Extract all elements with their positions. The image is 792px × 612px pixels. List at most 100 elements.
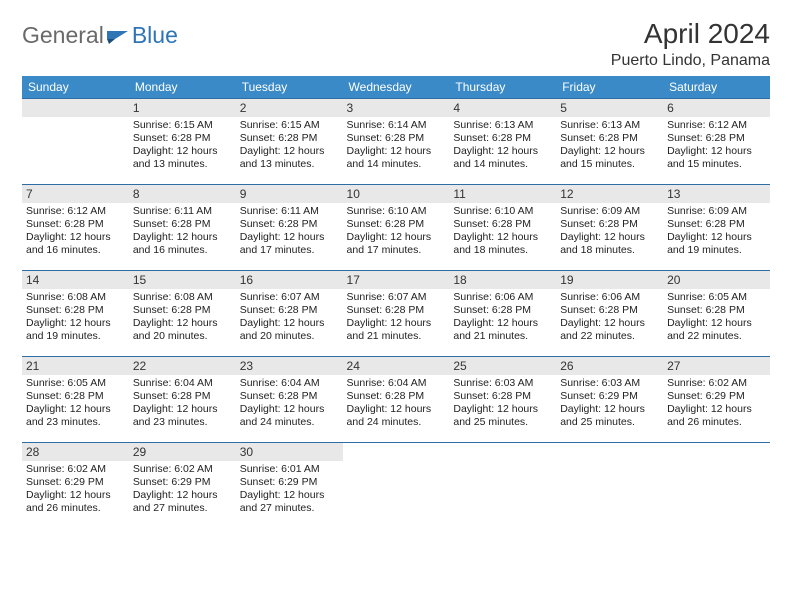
day-info: Sunrise: 6:03 AMSunset: 6:29 PMDaylight:… — [556, 375, 663, 434]
day-sunrise: Sunrise: 6:02 AM — [133, 463, 232, 476]
day-cell: 15Sunrise: 6:08 AMSunset: 6:28 PMDayligh… — [129, 271, 236, 357]
header: General Blue April 2024 Puerto Lindo, Pa… — [22, 18, 770, 70]
day-number: 20 — [663, 271, 770, 289]
day-info: Sunrise: 6:13 AMSunset: 6:28 PMDaylight:… — [556, 117, 663, 176]
day-cell: 17Sunrise: 6:07 AMSunset: 6:28 PMDayligh… — [343, 271, 450, 357]
day-cell: 1Sunrise: 6:15 AMSunset: 6:28 PMDaylight… — [129, 99, 236, 185]
day-daylight1: Daylight: 12 hours — [453, 403, 552, 416]
day-cell: 14Sunrise: 6:08 AMSunset: 6:28 PMDayligh… — [22, 271, 129, 357]
day-sunrise: Sunrise: 6:02 AM — [667, 377, 766, 390]
day-sunset: Sunset: 6:28 PM — [133, 132, 232, 145]
day-daylight1: Daylight: 12 hours — [26, 231, 125, 244]
day-sunrise: Sunrise: 6:04 AM — [133, 377, 232, 390]
title-block: April 2024 Puerto Lindo, Panama — [611, 18, 770, 70]
day-sunrise: Sunrise: 6:15 AM — [133, 119, 232, 132]
day-number: 25 — [449, 357, 556, 375]
day-daylight1: Daylight: 12 hours — [560, 231, 659, 244]
day-number: 22 — [129, 357, 236, 375]
day-daylight2: and 14 minutes. — [347, 158, 446, 171]
day-number: 23 — [236, 357, 343, 375]
day-daylight1: Daylight: 12 hours — [240, 317, 339, 330]
day-info: Sunrise: 6:07 AMSunset: 6:28 PMDaylight:… — [236, 289, 343, 348]
day-sunset: Sunset: 6:28 PM — [560, 132, 659, 145]
day-daylight2: and 25 minutes. — [453, 416, 552, 429]
day-number: 4 — [449, 99, 556, 117]
day-sunset: Sunset: 6:28 PM — [26, 304, 125, 317]
logo-flag-icon — [106, 27, 130, 45]
day-sunset: Sunset: 6:29 PM — [133, 476, 232, 489]
weekday-header: Saturday — [663, 76, 770, 99]
day-sunrise: Sunrise: 6:11 AM — [240, 205, 339, 218]
empty-cell — [556, 443, 663, 529]
day-cell: 8Sunrise: 6:11 AMSunset: 6:28 PMDaylight… — [129, 185, 236, 271]
day-sunset: Sunset: 6:28 PM — [347, 132, 446, 145]
weekday-header-row: SundayMondayTuesdayWednesdayThursdayFrid… — [22, 76, 770, 99]
day-info: Sunrise: 6:03 AMSunset: 6:28 PMDaylight:… — [449, 375, 556, 434]
day-sunset: Sunset: 6:28 PM — [133, 218, 232, 231]
day-cell: 20Sunrise: 6:05 AMSunset: 6:28 PMDayligh… — [663, 271, 770, 357]
day-cell: 22Sunrise: 6:04 AMSunset: 6:28 PMDayligh… — [129, 357, 236, 443]
day-daylight1: Daylight: 12 hours — [133, 403, 232, 416]
day-daylight2: and 21 minutes. — [347, 330, 446, 343]
day-sunset: Sunset: 6:28 PM — [240, 218, 339, 231]
day-sunrise: Sunrise: 6:07 AM — [347, 291, 446, 304]
day-daylight1: Daylight: 12 hours — [26, 317, 125, 330]
day-daylight1: Daylight: 12 hours — [560, 145, 659, 158]
day-sunrise: Sunrise: 6:01 AM — [240, 463, 339, 476]
day-daylight2: and 18 minutes. — [560, 244, 659, 257]
day-cell: 27Sunrise: 6:02 AMSunset: 6:29 PMDayligh… — [663, 357, 770, 443]
day-number: 8 — [129, 185, 236, 203]
day-sunset: Sunset: 6:28 PM — [26, 218, 125, 231]
day-info: Sunrise: 6:13 AMSunset: 6:28 PMDaylight:… — [449, 117, 556, 176]
day-sunrise: Sunrise: 6:10 AM — [453, 205, 552, 218]
day-number: 5 — [556, 99, 663, 117]
day-info: Sunrise: 6:15 AMSunset: 6:28 PMDaylight:… — [236, 117, 343, 176]
day-sunset: Sunset: 6:28 PM — [26, 390, 125, 403]
day-sunrise: Sunrise: 6:05 AM — [26, 377, 125, 390]
day-daylight1: Daylight: 12 hours — [347, 145, 446, 158]
day-cell: 23Sunrise: 6:04 AMSunset: 6:28 PMDayligh… — [236, 357, 343, 443]
day-number: 7 — [22, 185, 129, 203]
day-info: Sunrise: 6:02 AMSunset: 6:29 PMDaylight:… — [129, 461, 236, 520]
day-info: Sunrise: 6:12 AMSunset: 6:28 PMDaylight:… — [663, 117, 770, 176]
day-info: Sunrise: 6:04 AMSunset: 6:28 PMDaylight:… — [129, 375, 236, 434]
day-sunrise: Sunrise: 6:12 AM — [667, 119, 766, 132]
day-info: Sunrise: 6:01 AMSunset: 6:29 PMDaylight:… — [236, 461, 343, 520]
day-daylight1: Daylight: 12 hours — [453, 317, 552, 330]
day-number: 16 — [236, 271, 343, 289]
day-cell: 7Sunrise: 6:12 AMSunset: 6:28 PMDaylight… — [22, 185, 129, 271]
day-daylight1: Daylight: 12 hours — [133, 145, 232, 158]
day-daylight1: Daylight: 12 hours — [453, 145, 552, 158]
day-info: Sunrise: 6:11 AMSunset: 6:28 PMDaylight:… — [236, 203, 343, 262]
day-info: Sunrise: 6:07 AMSunset: 6:28 PMDaylight:… — [343, 289, 450, 348]
day-daylight2: and 24 minutes. — [240, 416, 339, 429]
day-info: Sunrise: 6:10 AMSunset: 6:28 PMDaylight:… — [449, 203, 556, 262]
day-info: Sunrise: 6:10 AMSunset: 6:28 PMDaylight:… — [343, 203, 450, 262]
day-cell: 10Sunrise: 6:10 AMSunset: 6:28 PMDayligh… — [343, 185, 450, 271]
day-number: 10 — [343, 185, 450, 203]
day-sunrise: Sunrise: 6:08 AM — [26, 291, 125, 304]
day-info: Sunrise: 6:06 AMSunset: 6:28 PMDaylight:… — [556, 289, 663, 348]
day-sunset: Sunset: 6:28 PM — [347, 218, 446, 231]
day-sunset: Sunset: 6:28 PM — [240, 132, 339, 145]
day-daylight1: Daylight: 12 hours — [26, 489, 125, 502]
day-daylight2: and 19 minutes. — [26, 330, 125, 343]
day-sunset: Sunset: 6:28 PM — [133, 390, 232, 403]
day-number: 2 — [236, 99, 343, 117]
day-sunrise: Sunrise: 6:10 AM — [347, 205, 446, 218]
day-sunset: Sunset: 6:28 PM — [453, 218, 552, 231]
day-daylight2: and 17 minutes. — [347, 244, 446, 257]
empty-cell — [22, 99, 129, 185]
day-info: Sunrise: 6:15 AMSunset: 6:28 PMDaylight:… — [129, 117, 236, 176]
day-number: 9 — [236, 185, 343, 203]
day-cell: 4Sunrise: 6:13 AMSunset: 6:28 PMDaylight… — [449, 99, 556, 185]
day-info: Sunrise: 6:04 AMSunset: 6:28 PMDaylight:… — [343, 375, 450, 434]
day-daylight2: and 23 minutes. — [26, 416, 125, 429]
empty-cell — [343, 443, 450, 529]
day-number: 26 — [556, 357, 663, 375]
day-daylight1: Daylight: 12 hours — [240, 231, 339, 244]
empty-cell — [663, 443, 770, 529]
day-daylight1: Daylight: 12 hours — [347, 317, 446, 330]
day-cell: 2Sunrise: 6:15 AMSunset: 6:28 PMDaylight… — [236, 99, 343, 185]
logo-text-blue: Blue — [132, 22, 178, 49]
